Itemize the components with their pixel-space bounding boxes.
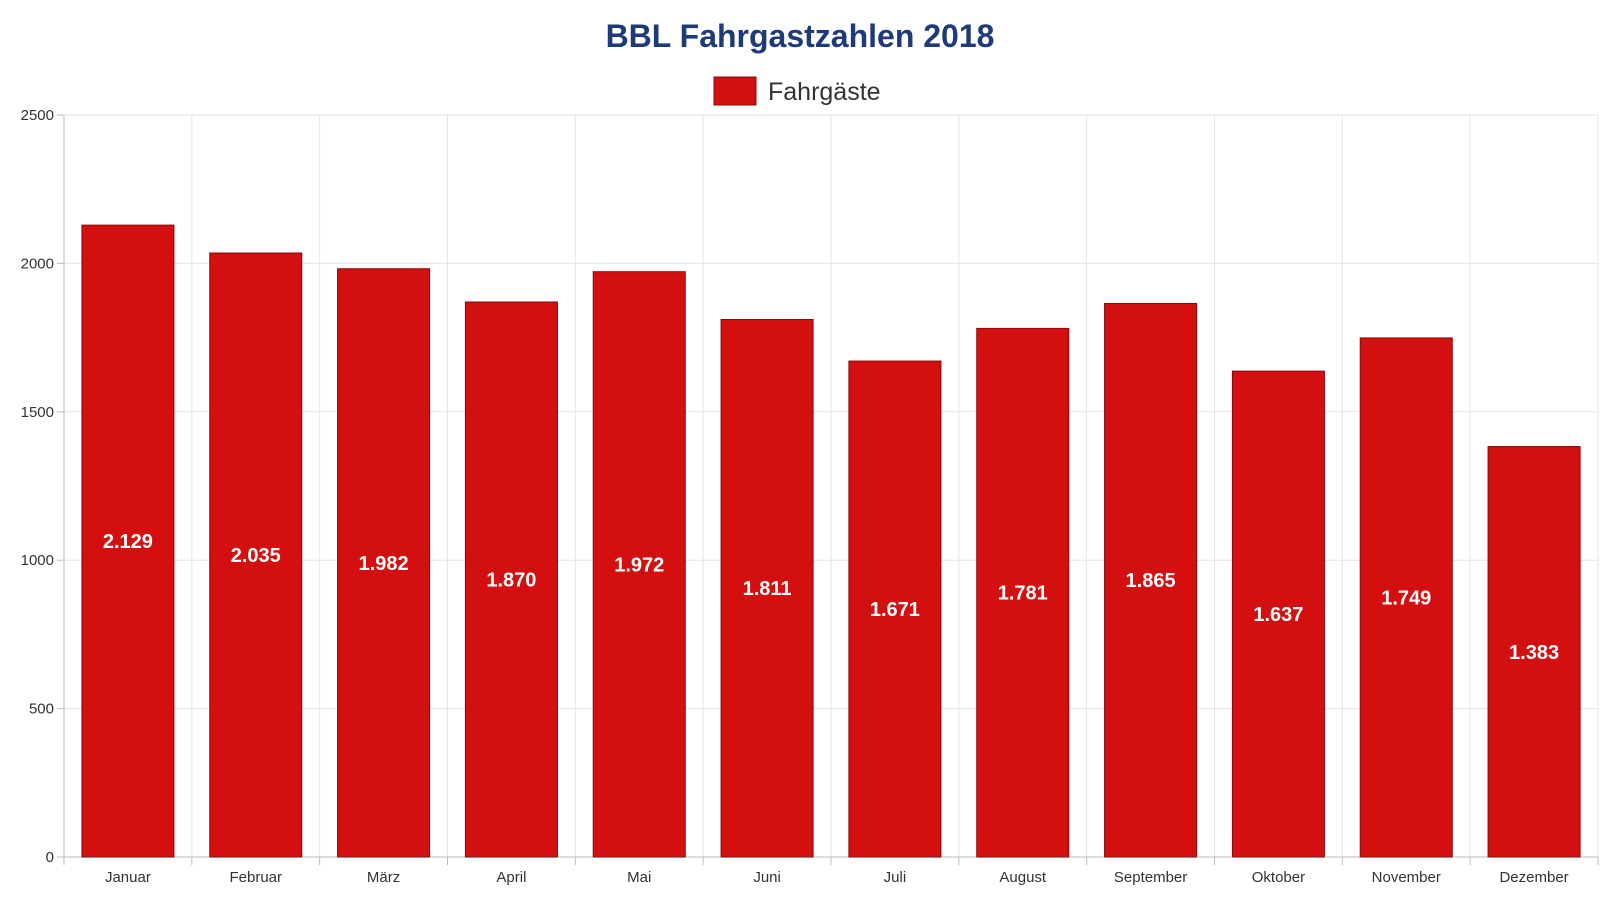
x-tick-label: August: [999, 869, 1047, 886]
bar: [976, 327, 1070, 858]
y-tick-label: 2000: [21, 255, 54, 272]
bar: [848, 360, 942, 858]
x-tick-label: März: [367, 869, 400, 886]
data-label: 1.671: [870, 599, 920, 621]
data-label: 2.035: [231, 545, 281, 567]
legend-swatch: [713, 76, 757, 106]
bar: [1487, 446, 1581, 858]
data-label: 1.811: [743, 578, 792, 600]
x-tick-label: Juli: [884, 869, 907, 886]
data-label: 1.637: [1253, 604, 1303, 626]
chart-title: BBL Fahrgastzahlen 2018: [606, 18, 995, 54]
y-tick-label: 0: [46, 849, 54, 866]
grid: [64, 114, 1599, 857]
bar: [464, 301, 558, 858]
x-tick-label: Oktober: [1252, 869, 1305, 886]
data-label: 1.982: [359, 553, 409, 575]
bar: [81, 224, 175, 858]
bar: [720, 318, 814, 858]
y-tick-label: 1500: [21, 404, 54, 421]
bar: [209, 252, 303, 858]
x-tick-label: Dezember: [1499, 869, 1568, 886]
bar: [1231, 370, 1325, 858]
x-tick-label: November: [1372, 869, 1441, 886]
data-labels: 2.129 2.035 1.982 1.870 1.972 1.811 1.671 1.781…: [103, 531, 1559, 664]
x-tick-label: September: [1114, 869, 1187, 886]
x-tick-label: Mai: [627, 869, 651, 886]
bar: [1359, 337, 1453, 858]
y-tick-label: 500: [29, 701, 54, 718]
bars: [81, 224, 1581, 858]
data-label: 1.870: [486, 569, 536, 591]
x-tick-label: April: [496, 869, 526, 886]
data-label: 1.383: [1509, 642, 1559, 664]
data-label: 1.781: [998, 583, 1048, 605]
legend: Fahrgäste: [713, 76, 881, 106]
legend-label: Fahrgäste: [768, 78, 881, 106]
data-label: 1.865: [1126, 570, 1176, 592]
bar: [592, 271, 686, 858]
bar: [337, 268, 431, 858]
data-label: 1.972: [614, 554, 664, 576]
axes: 0 500 1000 1500 2000 2500 Januar Februar März Apr…: [21, 107, 1599, 886]
y-tick-label: 1000: [21, 552, 54, 569]
x-tick-label: Januar: [105, 869, 151, 886]
x-tick-label: Februar: [229, 869, 282, 886]
y-tick-label: 2500: [21, 107, 54, 124]
data-label: 2.129: [103, 531, 153, 553]
bar: [1104, 302, 1198, 858]
data-label: 1.749: [1381, 587, 1431, 609]
x-tick-label: Juni: [753, 869, 781, 886]
